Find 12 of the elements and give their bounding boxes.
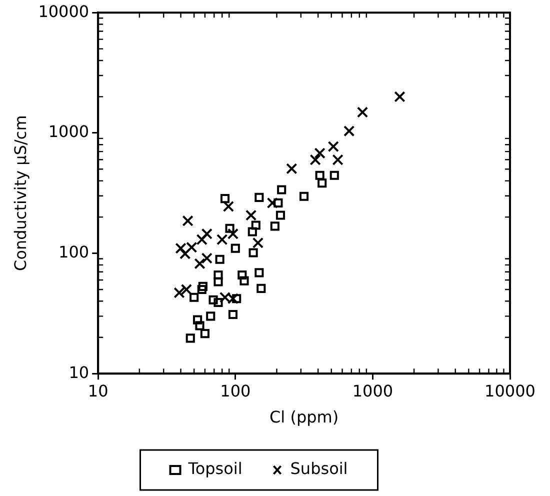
x-tick-label: 100 xyxy=(220,381,251,400)
x-axis-title: Cl (ppm) xyxy=(270,408,339,427)
legend-label: Subsoil xyxy=(290,459,348,478)
y-axis-title: Conductivity µS/cm xyxy=(10,115,30,271)
y-tick-label: 1000 xyxy=(48,122,90,142)
y-tick-label: 100 xyxy=(58,242,90,262)
y-tick-label: 10000 xyxy=(38,2,90,21)
x-tick-label: 1000 xyxy=(352,381,394,400)
y-tick-label: 10 xyxy=(68,362,90,382)
x-tick-label: 10 xyxy=(88,381,108,400)
legend-label: Topsoil xyxy=(187,459,242,478)
x-tick-label: 10000 xyxy=(484,381,536,400)
